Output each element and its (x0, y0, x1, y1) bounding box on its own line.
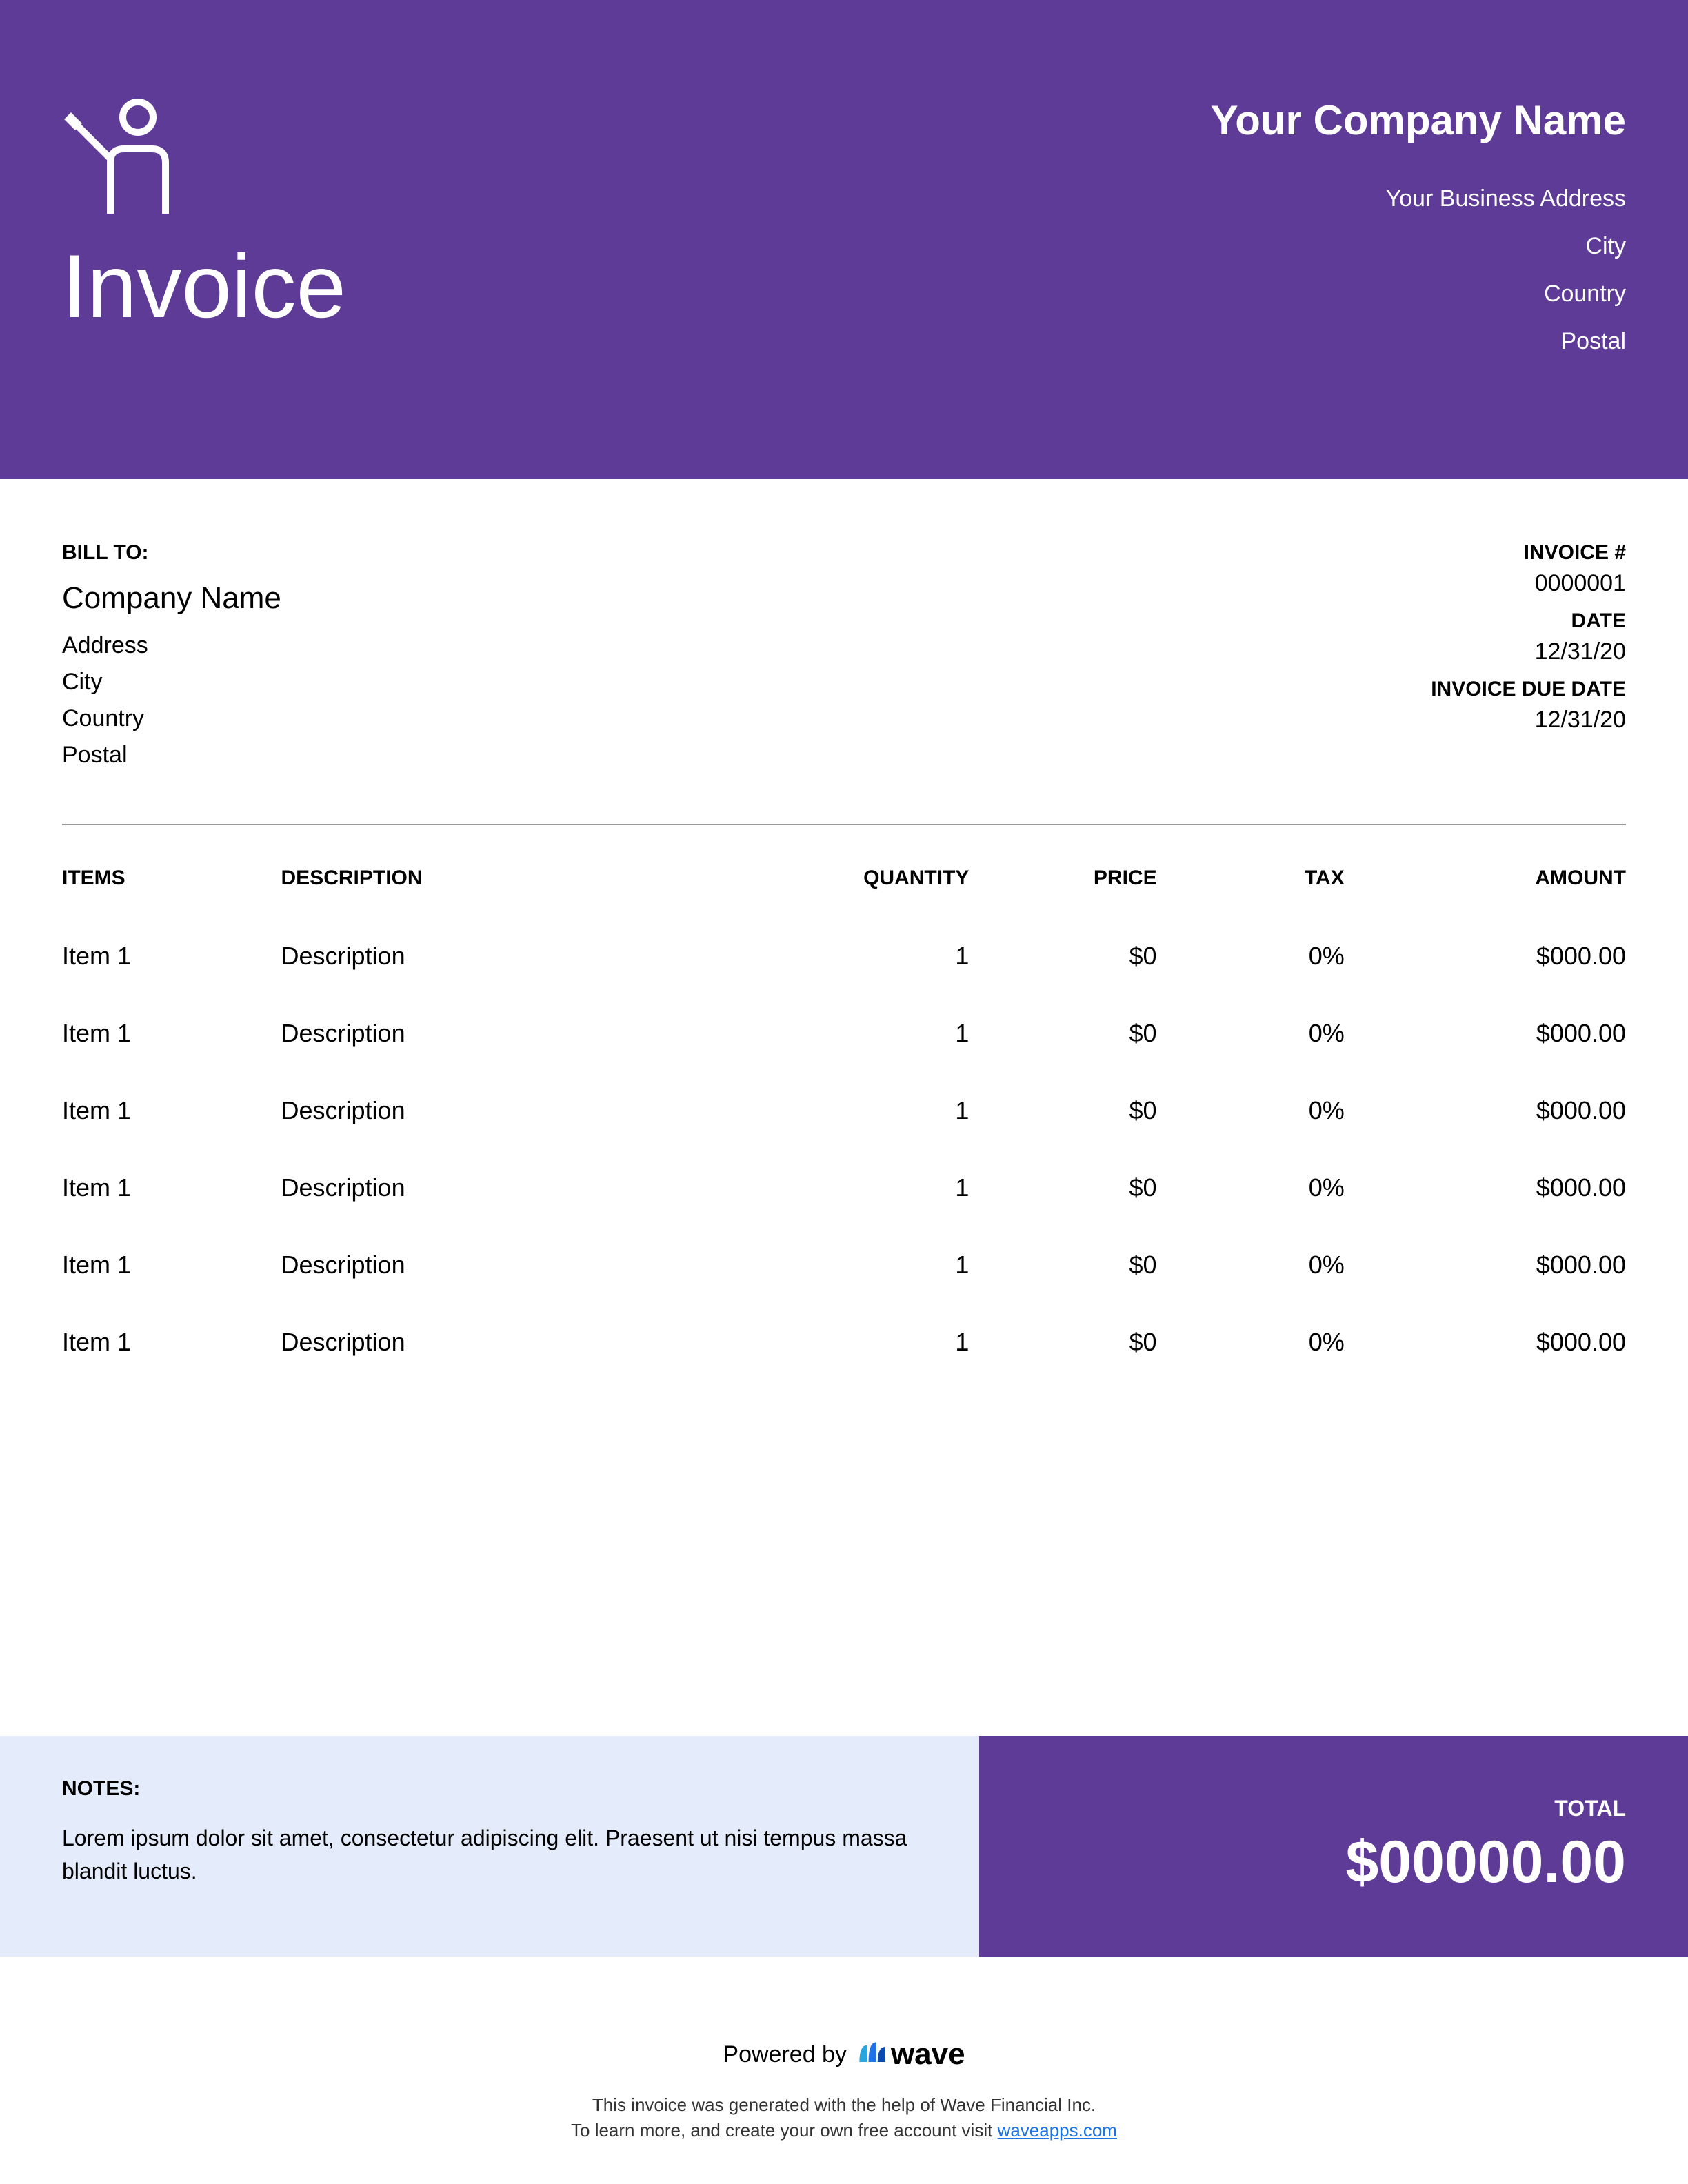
divider (62, 824, 1626, 825)
presenter-icon (62, 97, 200, 221)
wave-logo: wave (856, 2037, 965, 2072)
footer-line-2: To learn more, and create your own free … (0, 2118, 1688, 2143)
cell-price: $0 (969, 1149, 1156, 1226)
cell-tax: 0% (1157, 1226, 1345, 1304)
cell-qty: 1 (750, 918, 969, 995)
cell-desc: Description (281, 1072, 750, 1149)
cell-item: Item 1 (62, 1072, 281, 1149)
total-label: TOTAL (1554, 1796, 1626, 1821)
cell-price: $0 (969, 1304, 1156, 1381)
company-address: Your Business Address (1211, 185, 1626, 212)
line-items-table: ITEMS DESCRIPTION QUANTITY PRICE TAX AMO… (62, 853, 1626, 1381)
footer-line-2-prefix: To learn more, and create your own free … (571, 2120, 998, 2141)
powered-by-text: Powered by (723, 2041, 847, 2068)
cell-qty: 1 (750, 1072, 969, 1149)
cell-qty: 1 (750, 1304, 969, 1381)
cell-qty: 1 (750, 995, 969, 1072)
cell-amount: $000.00 (1345, 918, 1626, 995)
cell-amount: $000.00 (1345, 1226, 1626, 1304)
notes-block: NOTES: Lorem ipsum dolor sit amet, conse… (0, 1736, 979, 1957)
cell-desc: Description (281, 1149, 750, 1226)
total-block: TOTAL $00000.00 (979, 1736, 1688, 1957)
cell-amount: $000.00 (1345, 1304, 1626, 1381)
bottom-section: NOTES: Lorem ipsum dolor sit amet, conse… (0, 1736, 1688, 1957)
wave-brand-text: wave (891, 2037, 965, 2072)
bill-to-city: City (62, 669, 281, 696)
th-tax: TAX (1157, 853, 1345, 918)
cell-amount: $000.00 (1345, 1072, 1626, 1149)
powered-by: Powered by wave (0, 2037, 1688, 2072)
bill-to-address: Address (62, 632, 281, 659)
cell-desc: Description (281, 995, 750, 1072)
cell-item: Item 1 (62, 1149, 281, 1226)
date-value: 12/31/20 (1431, 638, 1626, 665)
cell-tax: 0% (1157, 1149, 1345, 1226)
header-left: Invoice (62, 97, 346, 338)
cell-desc: Description (281, 918, 750, 995)
invoice-number: 0000001 (1431, 570, 1626, 597)
notes-text: Lorem ipsum dolor sit amet, consectetur … (62, 1821, 931, 1888)
table-row: Item 1Description1$00%$000.00 (62, 1304, 1626, 1381)
th-items: ITEMS (62, 853, 281, 918)
bill-to: BILL TO: Company Name Address City Count… (62, 541, 281, 769)
th-quantity: QUANTITY (750, 853, 969, 918)
th-price: PRICE (969, 853, 1156, 918)
bill-to-company: Company Name (62, 581, 281, 616)
meta-section: BILL TO: Company Name Address City Count… (0, 479, 1688, 796)
cell-amount: $000.00 (1345, 1149, 1626, 1226)
bill-to-postal: Postal (62, 742, 281, 769)
bill-to-label: BILL TO: (62, 541, 281, 565)
company-postal: Postal (1211, 328, 1626, 355)
cell-qty: 1 (750, 1149, 969, 1226)
bill-to-country: Country (62, 705, 281, 732)
date-label: DATE (1431, 609, 1626, 633)
table-row: Item 1Description1$00%$000.00 (62, 1149, 1626, 1226)
table-header-row: ITEMS DESCRIPTION QUANTITY PRICE TAX AMO… (62, 853, 1626, 918)
cell-item: Item 1 (62, 918, 281, 995)
table-row: Item 1Description1$00%$000.00 (62, 995, 1626, 1072)
invoice-title: Invoice (62, 234, 346, 338)
cell-item: Item 1 (62, 1304, 281, 1381)
due-date-label: INVOICE DUE DATE (1431, 678, 1626, 701)
notes-label: NOTES: (62, 1777, 931, 1801)
cell-qty: 1 (750, 1226, 969, 1304)
company-name: Your Company Name (1211, 97, 1626, 144)
invoice-number-label: INVOICE # (1431, 541, 1626, 565)
table-section: ITEMS DESCRIPTION QUANTITY PRICE TAX AMO… (0, 824, 1688, 1381)
table-row: Item 1Description1$00%$000.00 (62, 1226, 1626, 1304)
cell-item: Item 1 (62, 995, 281, 1072)
cell-tax: 0% (1157, 995, 1345, 1072)
cell-price: $0 (969, 1072, 1156, 1149)
cell-desc: Description (281, 1304, 750, 1381)
cell-price: $0 (969, 918, 1156, 995)
th-amount: AMOUNT (1345, 853, 1626, 918)
due-date-value: 12/31/20 (1431, 707, 1626, 734)
table-row: Item 1Description1$00%$000.00 (62, 1072, 1626, 1149)
cell-item: Item 1 (62, 1226, 281, 1304)
cell-tax: 0% (1157, 1072, 1345, 1149)
footer: Powered by wave This invoice was generat… (0, 2037, 1688, 2143)
cell-price: $0 (969, 1226, 1156, 1304)
cell-desc: Description (281, 1226, 750, 1304)
cell-price: $0 (969, 995, 1156, 1072)
company-country: Country (1211, 281, 1626, 307)
table-row: Item 1Description1$00%$000.00 (62, 918, 1626, 995)
footer-link[interactable]: waveapps.com (998, 2120, 1117, 2141)
company-block: Your Company Name Your Business Address … (1211, 97, 1626, 355)
company-city: City (1211, 233, 1626, 260)
th-description: DESCRIPTION (281, 853, 750, 918)
cell-amount: $000.00 (1345, 995, 1626, 1072)
total-value: $00000.00 (1345, 1828, 1626, 1897)
cell-tax: 0% (1157, 918, 1345, 995)
invoice-meta: INVOICE # 0000001 DATE 12/31/20 INVOICE … (1431, 541, 1626, 769)
header: Invoice Your Company Name Your Business … (0, 0, 1688, 479)
cell-tax: 0% (1157, 1304, 1345, 1381)
footer-line-1: This invoice was generated with the help… (0, 2092, 1688, 2117)
wave-icon (856, 2039, 887, 2070)
